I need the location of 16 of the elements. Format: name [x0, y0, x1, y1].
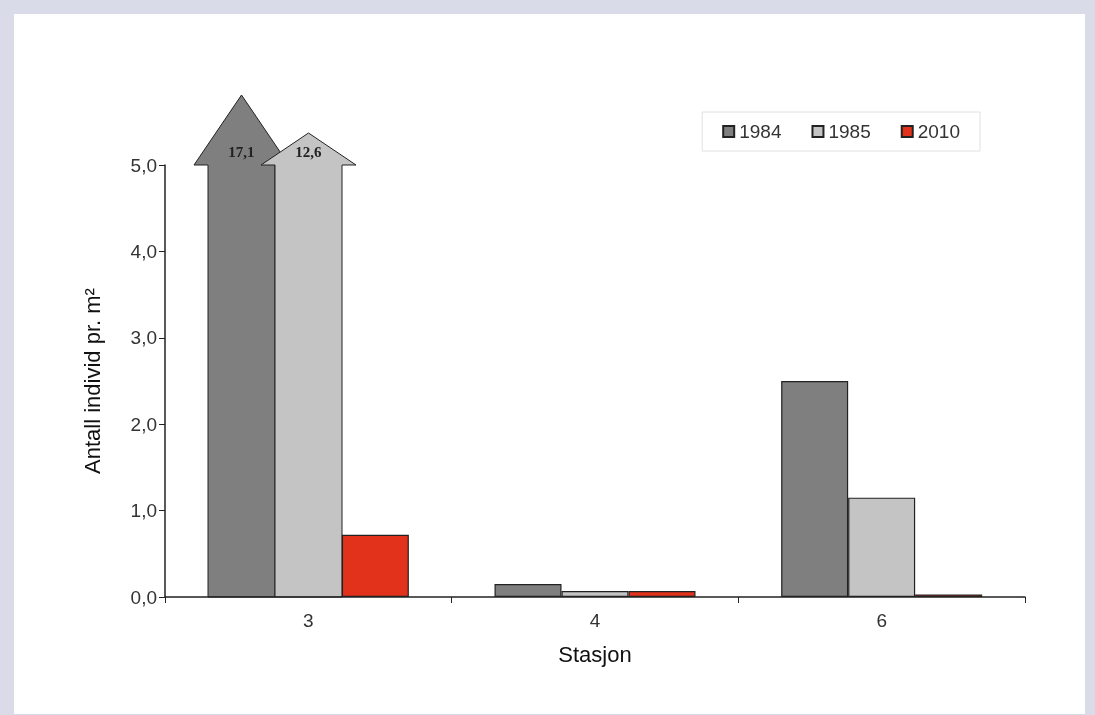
- x-tick-label: 4: [589, 610, 601, 631]
- y-tick-label: 0,0: [130, 586, 157, 608]
- y-tick-label: 1,0: [130, 500, 157, 522]
- x-tick-label: 3: [303, 610, 314, 631]
- legend-label: 2010: [917, 121, 961, 142]
- y-axis-title: Antall individ pr. m²: [79, 288, 105, 474]
- x-axis-title: Stasjon: [558, 641, 632, 667]
- x-tick-label: 6: [876, 610, 887, 631]
- y-tick-label: 4,0: [130, 240, 157, 262]
- legend-label: 1984: [739, 121, 782, 142]
- text: 12,6: [295, 143, 322, 161]
- y-tick-label: 2,0: [130, 413, 157, 435]
- y-tick-label: 5,0: [130, 154, 157, 176]
- text: 17,1: [228, 143, 255, 161]
- legend-label: 1985: [828, 121, 871, 142]
- y-tick-label: 3,0: [130, 327, 157, 349]
